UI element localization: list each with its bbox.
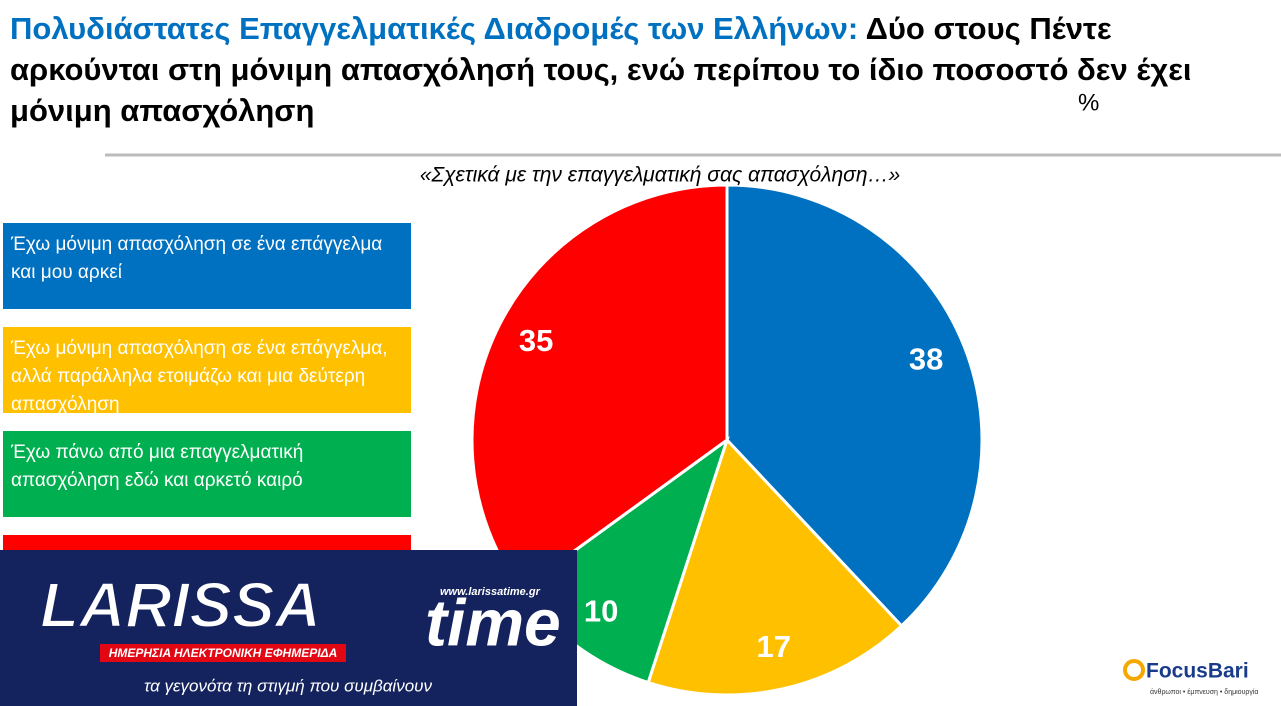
brand-a: LARISSA [40, 569, 321, 641]
data-label: 38 [909, 341, 943, 376]
brand-b: time [425, 585, 561, 659]
url: www.larissatime.gr [440, 586, 541, 598]
data-label: 10 [584, 593, 618, 628]
pie-slice [725, 183, 984, 629]
legend-item: Έχω πάνω από μια επαγγελματική απασχόλησ… [3, 431, 411, 517]
title: Πολυδιάστατες Επαγγελματικές Διαδρομές τ… [10, 8, 1220, 131]
legend-item: Έχω μόνιμη απασχόληση σε ένα επάγγελμα κ… [3, 223, 411, 309]
data-label: 35 [519, 323, 553, 358]
legend-item: Έχω μόνιμη απασχόληση σε ένα επάγγελμα, … [3, 327, 411, 413]
source-logo: FocusBari άνθρωποι • έμπνευση • δημιουργ… [1123, 659, 1258, 696]
title-text: Δύο στους Πέντε αρκούνται στη μόνιμη απα… [10, 11, 1192, 128]
pie-slice [470, 183, 729, 592]
subtitle: «Σχετικά με την επαγγελματική σας απασχό… [420, 164, 900, 187]
watermark-bg [0, 550, 577, 706]
data-label: 17 [756, 629, 790, 664]
title-highlight: Πολυδιάστατες Επαγγελματικές Διαδρομές τ… [10, 11, 859, 46]
logo-icon [1123, 659, 1145, 681]
source-name: FocusBari [1146, 660, 1249, 683]
tagline-bg [100, 644, 346, 662]
unit-label: % [1078, 89, 1099, 116]
source-motto: άνθρωποι • έμπνευση • δημιουργία [1150, 688, 1258, 696]
pie-slice [646, 437, 904, 697]
watermark: LARISSA time www.larissatime.gr ΗΜΕΡΗΣΙΑ… [0, 550, 577, 706]
motto: τα γεγονότα τη στιγμή που συμβαίνουν [144, 676, 433, 695]
tagline: ΗΜΕΡΗΣΙΑ ΗΛΕΚΤΡΟΝΙΚΗ ΕΦΗΜΕΡΙΔΑ [109, 646, 338, 660]
